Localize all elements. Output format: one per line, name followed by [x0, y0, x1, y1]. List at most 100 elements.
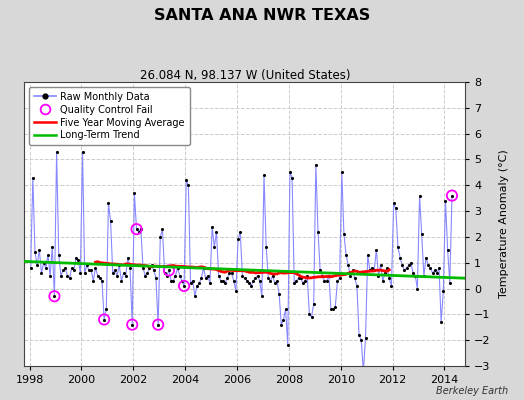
Point: [95, 275, 104, 281]
Point: [98, 278, 106, 284]
Point: [333, 278, 342, 284]
Point: [422, 254, 430, 261]
Point: [368, 265, 376, 271]
Point: [273, 278, 281, 284]
Point: [364, 252, 372, 258]
Point: [230, 278, 238, 284]
Point: [106, 218, 115, 225]
Point: [46, 272, 54, 279]
Point: [48, 244, 57, 250]
Point: [165, 267, 173, 274]
Point: [41, 265, 50, 271]
Point: [221, 280, 230, 286]
Point: [156, 234, 165, 240]
Point: [290, 280, 299, 286]
Point: [195, 280, 203, 286]
Point: [178, 278, 186, 284]
Point: [266, 278, 275, 284]
Point: [357, 337, 365, 343]
Point: [50, 293, 59, 300]
Point: [202, 275, 210, 281]
Point: [124, 254, 132, 261]
Point: [416, 192, 424, 199]
Point: [66, 275, 74, 281]
Point: [286, 169, 294, 176]
Point: [223, 275, 232, 281]
Point: [100, 316, 108, 323]
Point: [227, 270, 236, 276]
Point: [171, 272, 180, 279]
Point: [119, 270, 128, 276]
Point: [407, 260, 415, 266]
Point: [184, 182, 193, 188]
Point: [251, 275, 259, 281]
Point: [253, 272, 261, 279]
Point: [143, 270, 151, 276]
Point: [135, 228, 143, 235]
Point: [247, 283, 255, 289]
Point: [193, 283, 201, 289]
Point: [204, 272, 212, 279]
Point: [351, 275, 359, 281]
Point: [279, 316, 288, 323]
Point: [379, 278, 387, 284]
Point: [441, 198, 450, 204]
Point: [72, 254, 80, 261]
Point: [137, 226, 145, 232]
Point: [216, 278, 225, 284]
Point: [359, 368, 367, 374]
Point: [443, 247, 452, 253]
Point: [439, 288, 447, 294]
Point: [294, 275, 303, 281]
Point: [100, 316, 108, 323]
Point: [133, 226, 141, 232]
Point: [81, 270, 89, 276]
Point: [305, 311, 313, 318]
Point: [130, 190, 138, 196]
Point: [400, 267, 409, 274]
Point: [435, 265, 443, 271]
Point: [283, 342, 292, 348]
Point: [418, 231, 426, 238]
Point: [331, 303, 340, 310]
Point: [169, 278, 178, 284]
Text: SANTA ANA NWR TEXAS: SANTA ANA NWR TEXAS: [154, 8, 370, 23]
Point: [104, 200, 113, 206]
Point: [167, 278, 176, 284]
Point: [176, 272, 184, 279]
Point: [150, 267, 158, 274]
Point: [91, 265, 100, 271]
Point: [173, 265, 182, 271]
Point: [122, 272, 130, 279]
Point: [187, 280, 195, 286]
Point: [391, 205, 400, 212]
Point: [128, 322, 136, 328]
Text: Berkeley Earth: Berkeley Earth: [436, 386, 508, 396]
Point: [405, 262, 413, 268]
Point: [141, 272, 149, 279]
Point: [362, 334, 370, 341]
Point: [117, 278, 126, 284]
Point: [238, 272, 247, 279]
Point: [402, 265, 411, 271]
Point: [133, 226, 141, 232]
Point: [189, 278, 197, 284]
Point: [37, 270, 46, 276]
Point: [158, 226, 167, 232]
Point: [245, 280, 253, 286]
Point: [288, 174, 296, 181]
Point: [409, 270, 417, 276]
Point: [303, 272, 311, 279]
Point: [268, 272, 277, 279]
Point: [50, 293, 59, 300]
Point: [63, 272, 72, 279]
Point: [180, 283, 188, 289]
Point: [281, 306, 290, 312]
Point: [389, 200, 398, 206]
Point: [426, 265, 434, 271]
Point: [234, 236, 242, 243]
Point: [57, 272, 65, 279]
Point: [160, 270, 169, 276]
Point: [383, 265, 391, 271]
Point: [270, 280, 279, 286]
